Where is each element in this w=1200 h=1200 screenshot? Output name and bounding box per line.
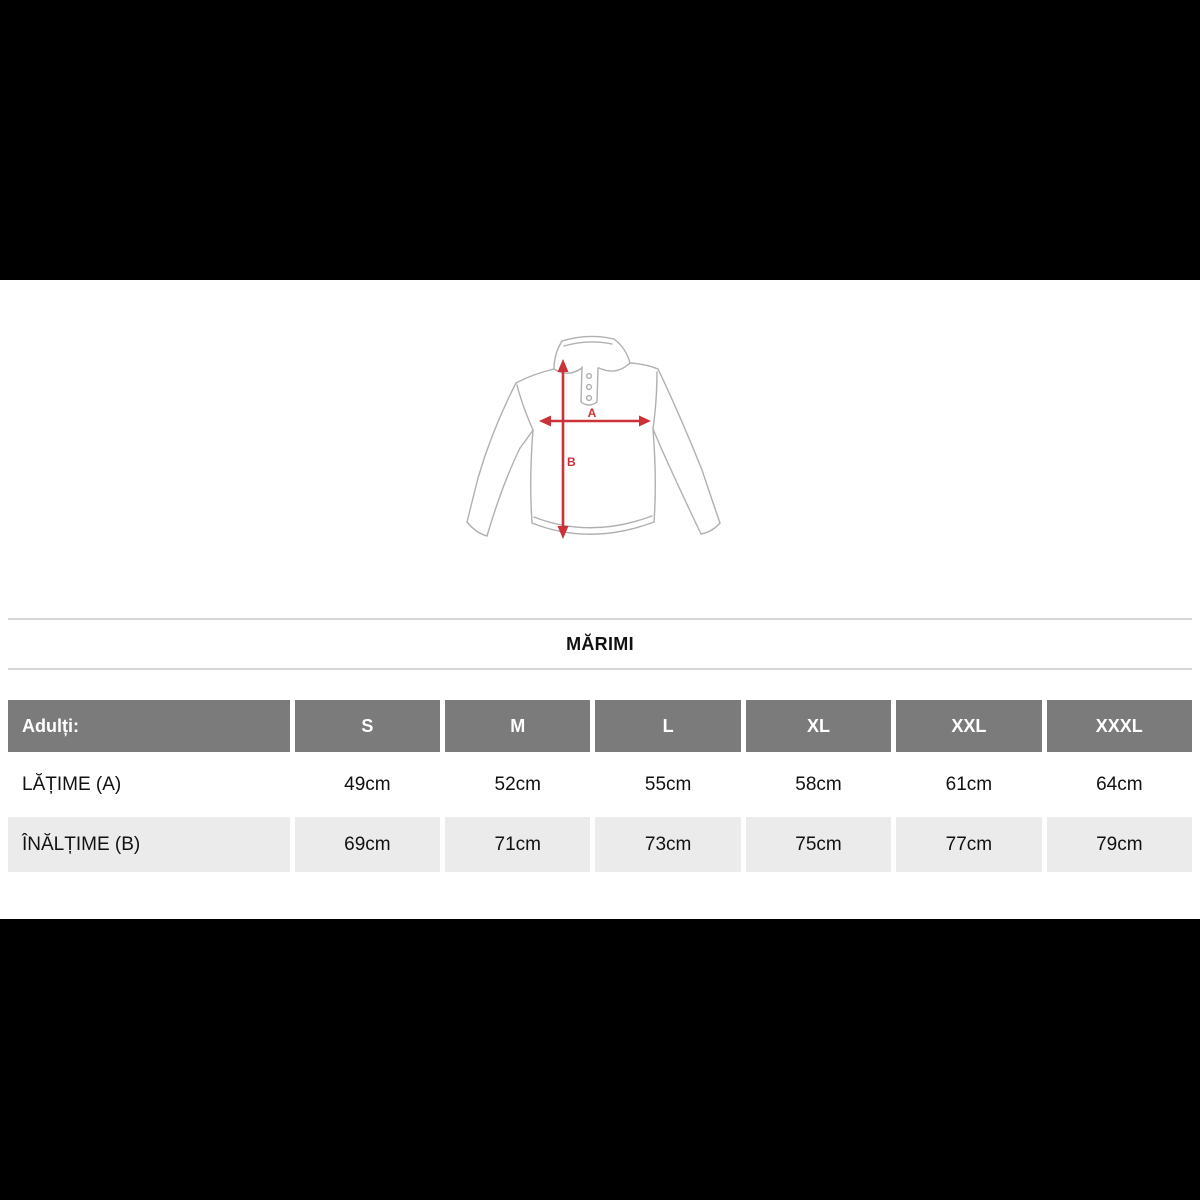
letterbox-top	[0, 0, 1200, 280]
height-value-xxxl: 79cm	[1046, 817, 1192, 872]
letterbox-bottom	[0, 919, 1200, 1200]
height-value-m: 71cm	[445, 817, 591, 872]
row-label-width: LĂȚIME (A)	[22, 773, 122, 795]
size-chart-title: MĂRIMI	[8, 618, 1192, 670]
size-chart-section: A B MĂRIMI Adulți: S M L XL XXL XXXL LĂȚ…	[0, 280, 1200, 919]
size-table-corner-label: Adulți:	[8, 700, 290, 752]
height-arrow-label: B	[567, 455, 576, 469]
width-value-s: 49cm	[344, 773, 391, 795]
table-row-width: LĂȚIME (A) 49cm 52cm 55cm 58cm 61cm 64cm	[8, 757, 1192, 812]
width-arrow	[539, 415, 651, 427]
row-label-height: ÎNĂLȚIME (B)	[8, 817, 290, 872]
width-value-l: 55cm	[644, 773, 692, 795]
width-arrow-label: A	[588, 406, 597, 420]
height-value-xxl: 77cm	[896, 817, 1042, 872]
width-value-m: 52cm	[494, 773, 542, 795]
height-arrow	[557, 359, 569, 539]
size-column-header-xxl: XXL	[896, 700, 1042, 752]
height-value-xl: 75cm	[745, 817, 892, 872]
size-table-header-row: Adulți: S M L XL XXL XXXL	[8, 700, 1192, 752]
size-table: Adulți: S M L XL XXL XXXL LĂȚIME (A) 49c…	[3, 695, 1197, 877]
height-value-s: 69cm	[294, 817, 441, 872]
shirt-measurement-diagram: A B	[466, 335, 721, 539]
size-column-header-m: M	[445, 700, 591, 752]
size-column-header-l: L	[595, 700, 741, 752]
width-value-xl: 58cm	[795, 773, 842, 795]
size-column-header-xl: XL	[745, 700, 892, 752]
width-value-xxl: 61cm	[945, 773, 993, 795]
height-value-l: 73cm	[595, 817, 741, 872]
size-column-header-xxxl: XXXL	[1046, 700, 1192, 752]
width-value-xxxl: 64cm	[1096, 773, 1143, 795]
table-row-height: ÎNĂLȚIME (B) 69cm 71cm 73cm 75cm 77cm 79…	[8, 817, 1192, 872]
size-column-header-s: S	[294, 700, 441, 752]
polo-shirt-outline	[466, 335, 721, 537]
